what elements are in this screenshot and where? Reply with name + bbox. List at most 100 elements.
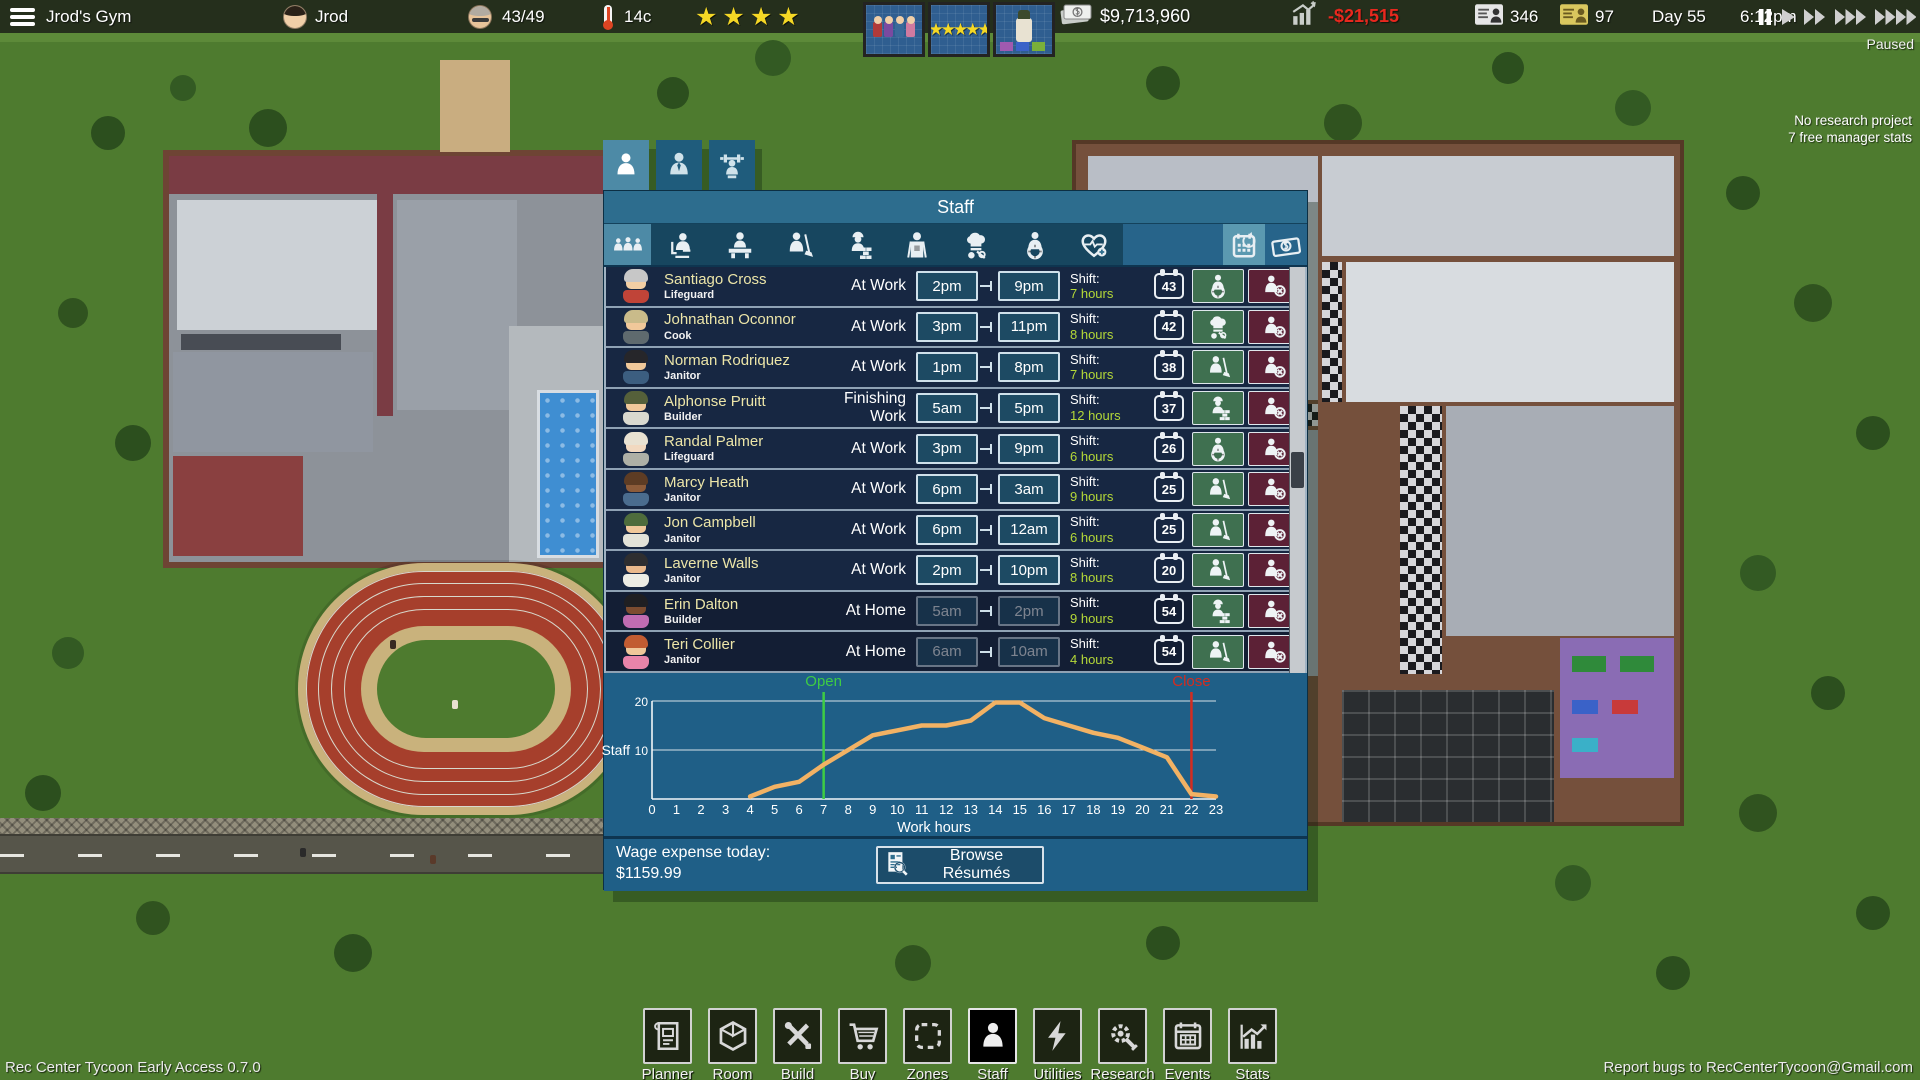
browse-resumes-button[interactable]: Browse Résumés [876,846,1044,884]
toolbar-staff-button[interactable]: Staff [968,1008,1017,1080]
staff-row[interactable]: Jon Campbell Janitor At Work 6pm 12am Sh… [606,510,1305,552]
staff-name: Johnathan Oconnor [664,311,796,329]
player-avatar[interactable] [283,4,307,29]
filter-lifeguards[interactable] [1005,224,1064,265]
janitor-icon [1205,557,1231,583]
view-buttons [1223,224,1307,265]
money-icon [1060,3,1092,30]
guests-notification[interactable] [863,2,925,57]
gym-rating-stars: ★★★★ [695,2,805,31]
staff-row[interactable]: Erin Dalton Builder At Home 5am 2pm Shif… [606,591,1305,633]
filter-maintenance[interactable] [887,224,946,265]
receptionist-icon [725,230,755,260]
filter-cooks[interactable] [946,224,1005,265]
wages-view-button[interactable] [1265,224,1307,265]
paused-indicator: Paused [1866,36,1914,52]
fire-staff-icon [1261,639,1287,665]
staff-row[interactable]: Alphonse Pruitt Builder Finishing Work 5… [606,388,1305,430]
shift-end-button[interactable]: 8pm [998,352,1060,383]
shift-end-button[interactable]: 5pm [998,393,1060,424]
filter-managers[interactable] [651,224,710,265]
shift-end-button[interactable]: 9pm [998,271,1060,302]
manager-tab[interactable] [656,140,702,190]
filter-janitors[interactable] [769,224,828,265]
svg-text:15: 15 [1013,802,1027,817]
staff-row[interactable]: Randal Palmer Lifeguard At Work 3pm 9pm … [606,429,1305,470]
staff-row[interactable]: Johnathan Oconnor Cook At Work 3pm 11pm … [606,307,1305,349]
menu-button[interactable] [10,7,35,26]
filter-builders[interactable] [828,224,887,265]
toolbar-zones-button[interactable]: Zones [903,1008,952,1080]
toolbar-utilities-button[interactable]: Utilities [1033,1008,1082,1080]
staff-type-button[interactable] [1192,309,1244,344]
staff-tab[interactable] [603,140,649,190]
trainer-tab[interactable] [709,140,755,190]
rating-notification[interactable]: ★★★★★ [928,2,990,57]
toolbar-stats-button[interactable]: Stats [1228,1008,1277,1080]
staff-type-button[interactable] [1192,512,1244,547]
lifeguard-icon [1205,273,1231,299]
shift-start-button[interactable]: 3pm [916,433,978,464]
staff-type-button[interactable] [1192,431,1244,466]
staff-row[interactable]: Santiago Cross Lifeguard At Work 2pm 9pm… [606,267,1305,308]
staff-role: Janitor [664,654,701,667]
staff-type-button[interactable] [1192,391,1244,426]
fast-forward-2-button[interactable] [1803,8,1827,26]
schedule-view-button[interactable] [1223,224,1265,265]
pause-button[interactable] [1757,8,1773,26]
toolbar-room-button[interactable]: Room [708,1008,757,1080]
filter-trainers[interactable] [1064,224,1123,265]
shift-end-button[interactable]: 10am [998,636,1060,667]
toolbar-events-button[interactable]: Events [1163,1008,1212,1080]
shift-start-button[interactable]: 1pm [916,352,978,383]
builder-icon [1205,598,1231,624]
toolbar-research-button[interactable]: Research [1090,1008,1155,1080]
shift-start-button[interactable]: 6am [916,636,978,667]
days-employed-badge: 37 [1154,391,1184,422]
staff-row[interactable]: Teri Collier Janitor At Home 6am 10am Sh… [606,632,1305,673]
fast-forward-3-button[interactable] [1834,8,1867,26]
shift-start-button[interactable]: 3pm [916,311,978,342]
wages-icon [1271,230,1301,260]
svg-text:12: 12 [939,802,953,817]
staff-row[interactable]: Laverne Walls Janitor At Work 2pm 10pm S… [606,551,1305,592]
guests-icon [468,4,492,29]
staff-row[interactable]: Norman Rodriquez Janitor At Work 1pm 8pm… [606,348,1305,389]
shift-end-button[interactable]: 10pm [998,555,1060,586]
shift-end-button[interactable]: 12am [998,514,1060,545]
filter-all-staff[interactable] [604,224,651,265]
shift-start-button[interactable]: 6pm [916,474,978,505]
staff-notification[interactable] [993,2,1055,57]
shift-start-button[interactable]: 2pm [916,271,978,302]
staff-type-button[interactable] [1192,594,1244,629]
player-name[interactable]: Jrod [315,6,349,26]
fast-forward-4-button[interactable] [1874,8,1916,26]
play-button[interactable] [1780,8,1796,26]
staff-list-scrollbar[interactable] [1289,267,1305,673]
shift-connector [980,325,990,328]
shift-end-button[interactable]: 2pm [998,596,1060,627]
shift-start-button[interactable]: 6pm [916,514,978,545]
toolbar-planner-button[interactable]: Planner [642,1008,693,1080]
staff-type-button[interactable] [1192,553,1244,588]
shift-start-button[interactable]: 2pm [916,555,978,586]
staff-row[interactable]: Marcy Heath Janitor At Work 6pm 3am Shif… [606,469,1305,511]
shift-start-button[interactable]: 5am [916,393,978,424]
toolbar-build-button[interactable]: Build [773,1008,822,1080]
toolbar-buy-button[interactable]: Buy [838,1008,887,1080]
shift-end-button[interactable]: 9pm [998,433,1060,464]
shift-connector [980,447,990,450]
gearwrench-icon [1106,1019,1140,1053]
shift-end-button[interactable]: 11pm [998,311,1060,342]
staff-type-button[interactable] [1192,269,1244,304]
shift-start-button[interactable]: 5am [916,596,978,627]
staff-type-button[interactable] [1192,472,1244,507]
filter-receptionists[interactable] [710,224,769,265]
staff-type-button[interactable] [1192,634,1244,669]
staff-type-button[interactable] [1192,350,1244,385]
fire-staff-icon [1261,314,1287,340]
shift-end-button[interactable]: 3am [998,474,1060,505]
staff-role: Builder [664,410,702,423]
scrollbar-thumb[interactable] [1291,452,1304,488]
